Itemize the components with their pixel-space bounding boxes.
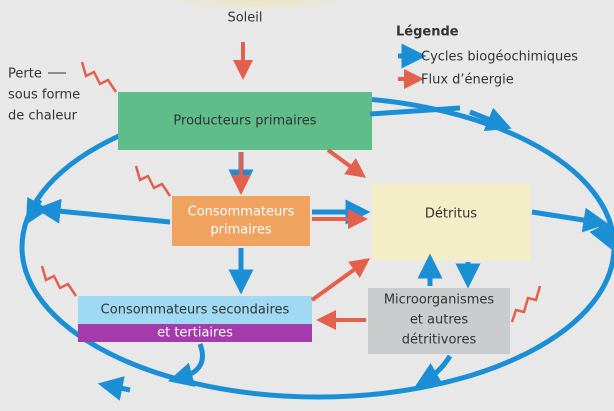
legend-title: Légende	[396, 25, 459, 40]
node-label: Producteurs primaires	[173, 114, 316, 129]
node-label: et autres	[410, 313, 469, 328]
legend-item: Cycles biogéochimiques	[421, 50, 578, 65]
sun-label: Soleil	[227, 11, 262, 26]
legend-item: Flux d’énergie	[421, 73, 514, 88]
heat-label: sous forme	[8, 88, 80, 103]
heat-label: Perte	[8, 67, 42, 82]
node-label: et tertiaires	[157, 326, 233, 341]
node-box	[372, 184, 530, 260]
node-label: Détritus	[425, 207, 477, 222]
node-label: détritivores	[402, 333, 477, 348]
diagram: Soleil Légende Cycles biogéochimiques Fl…	[0, 0, 614, 411]
node-label: Consommateurs	[188, 205, 295, 220]
heat-label: de chaleur	[8, 109, 78, 124]
node-label: primaires	[210, 223, 272, 238]
node-label: Microorganismes	[384, 293, 495, 308]
node-box	[172, 196, 310, 246]
node-label: Consommateurs secondaires	[101, 303, 290, 318]
